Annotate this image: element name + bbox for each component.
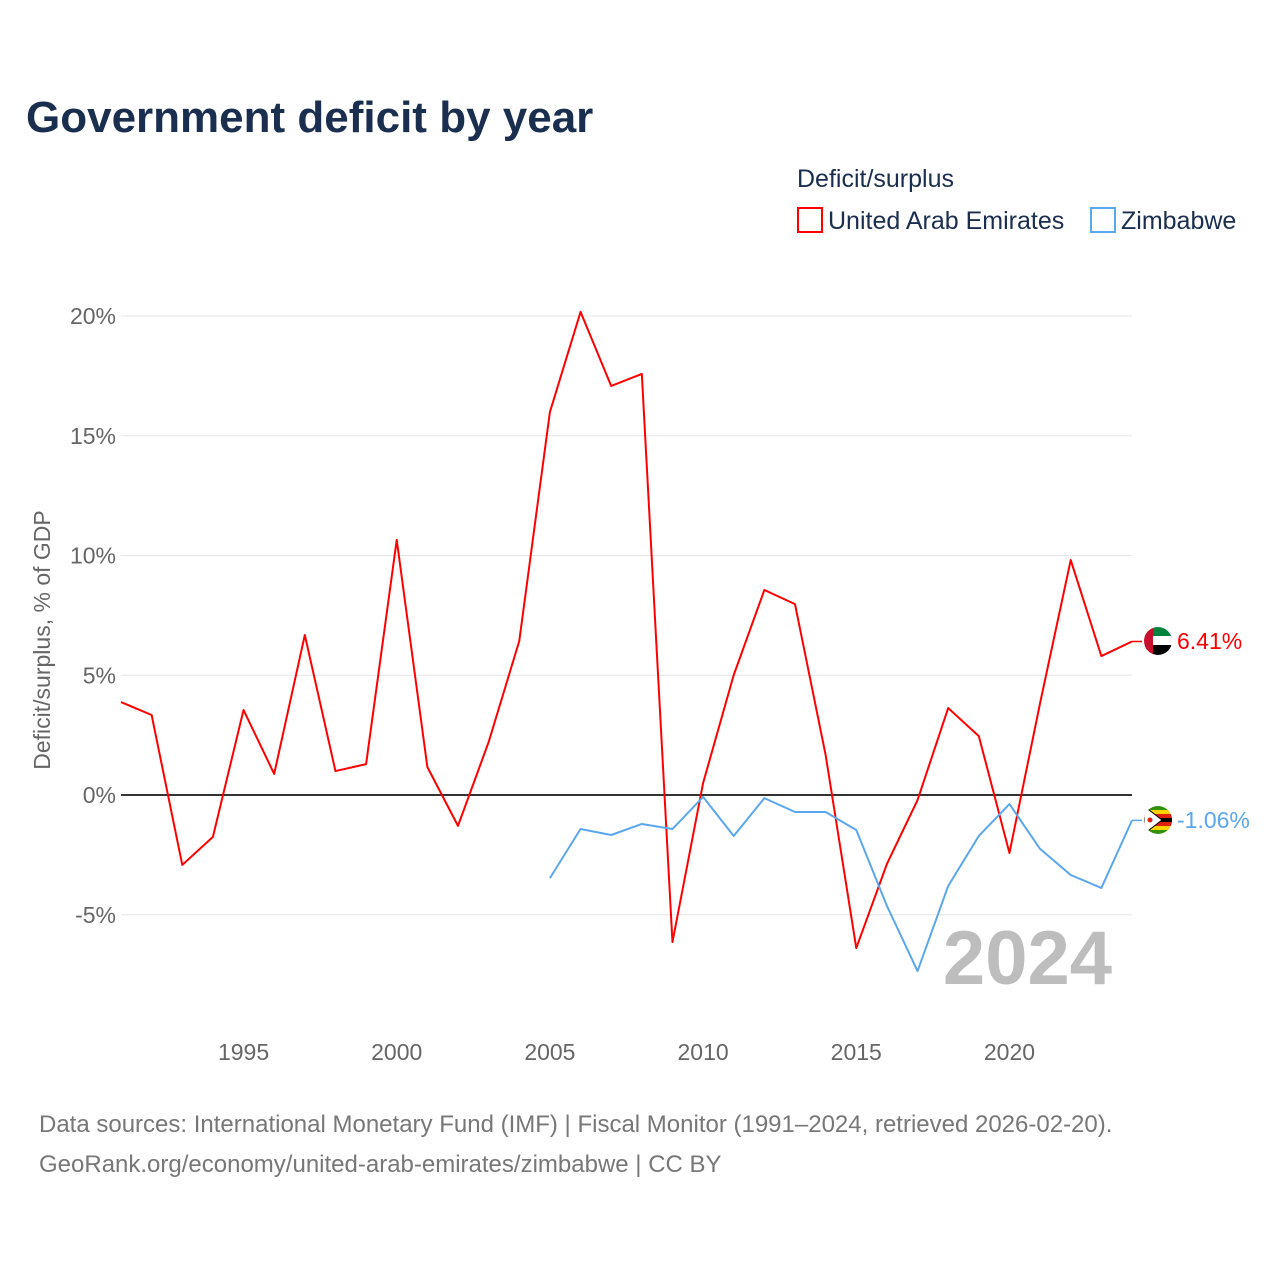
uae-end-label: 6.41% <box>1177 628 1242 654</box>
year-watermark: 2024 <box>943 916 1112 1001</box>
y-tick-label: -5% <box>75 902 116 928</box>
gridlines <box>121 315 1132 916</box>
y-tick-label: 15% <box>70 423 116 449</box>
legend-label-zimbabwe: Zimbabwe <box>1121 207 1236 235</box>
y-tick-label: 5% <box>83 662 116 688</box>
uae-flag-icon <box>1144 627 1172 655</box>
x-tick-labels: 1995 2000 2005 2010 2015 2020 <box>218 1039 1035 1065</box>
y-axis-label: Deficit/surplus, % of GDP <box>29 510 55 769</box>
x-tick-label: 2000 <box>371 1039 422 1065</box>
zimbabwe-end-label: -1.06% <box>1177 807 1250 833</box>
y-tick-label: 0% <box>83 782 116 808</box>
legend-item-uae[interactable]: United Arab Emirates <box>797 207 1064 235</box>
legend-swatch-uae <box>797 207 823 233</box>
zimbabwe-flag-icon <box>1144 806 1172 834</box>
legend-swatch-zimbabwe <box>1090 207 1116 233</box>
x-tick-label: 2010 <box>678 1039 729 1065</box>
chart-title: Government deficit by year <box>26 93 593 142</box>
legend-item-zimbabwe[interactable]: Zimbabwe <box>1090 207 1236 235</box>
x-tick-label: 2020 <box>984 1039 1035 1065</box>
legend-title: Deficit/surplus <box>797 165 954 193</box>
x-tick-label: 2005 <box>524 1039 575 1065</box>
source-line-2[interactable]: GeoRank.org/economy/united-arab-emirates… <box>39 1151 722 1178</box>
legend-label-uae: United Arab Emirates <box>828 207 1064 235</box>
y-tick-labels: -5% 0% 5% 10% 15% 20% <box>70 303 116 928</box>
source-line-1: Data sources: International Monetary Fun… <box>39 1111 1112 1138</box>
series-line-uae <box>120 310 1133 950</box>
series-lines <box>120 310 1142 973</box>
y-tick-label: 10% <box>70 543 116 569</box>
x-tick-label: 2015 <box>831 1039 882 1065</box>
y-tick-label: 20% <box>70 303 116 329</box>
x-tick-label: 1995 <box>218 1039 269 1065</box>
series-line-zimbabwe <box>549 795 1133 973</box>
